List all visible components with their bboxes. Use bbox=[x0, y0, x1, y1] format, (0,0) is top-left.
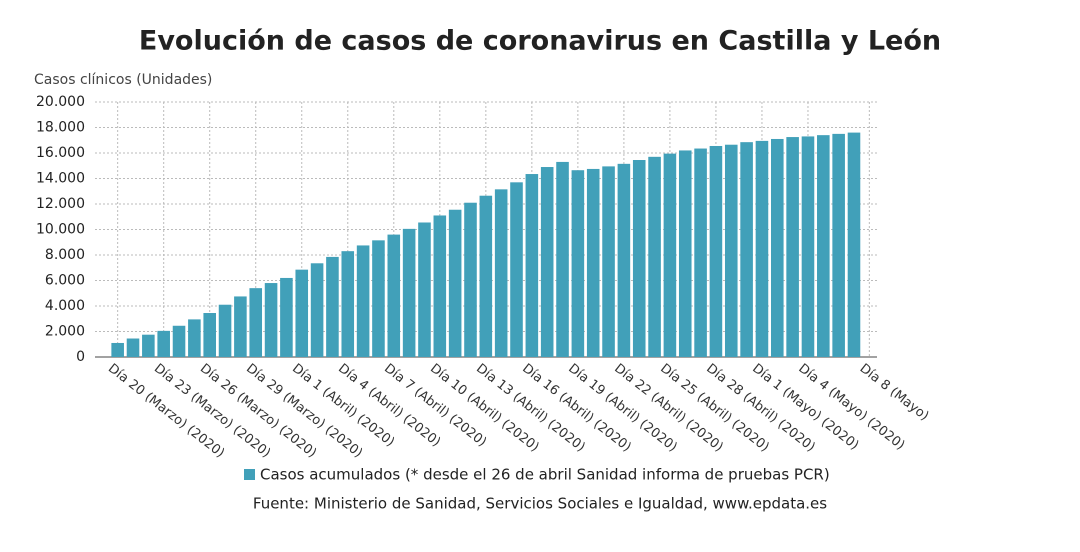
bar bbox=[771, 138, 784, 357]
bar bbox=[126, 338, 140, 357]
bar bbox=[372, 240, 385, 357]
bar bbox=[188, 319, 201, 357]
bar bbox=[234, 296, 247, 357]
bar bbox=[280, 277, 293, 357]
chart-title: Evolución de casos de coronavirus en Cas… bbox=[139, 26, 941, 57]
bar bbox=[832, 133, 845, 357]
bar bbox=[694, 148, 707, 357]
bar bbox=[310, 263, 324, 357]
legend-label: Casos acumulados (* desde el 26 de abril… bbox=[260, 466, 830, 484]
bar bbox=[801, 136, 815, 357]
bar bbox=[264, 283, 278, 357]
y-tick-label: 0 bbox=[76, 349, 85, 365]
bar bbox=[479, 195, 493, 357]
bar bbox=[326, 256, 339, 357]
y-tick-label: 2.000 bbox=[45, 324, 85, 340]
bar bbox=[142, 334, 155, 357]
bar bbox=[203, 313, 216, 357]
bar bbox=[418, 222, 431, 357]
bar bbox=[724, 144, 738, 357]
bar bbox=[847, 132, 861, 357]
bar bbox=[740, 142, 753, 357]
bar bbox=[295, 269, 309, 357]
bar bbox=[525, 174, 539, 357]
source: Fuente: Ministerio de Sanidad, Servicios… bbox=[253, 495, 827, 513]
bar bbox=[387, 234, 401, 357]
y-tick-label: 6.000 bbox=[45, 273, 85, 289]
bar bbox=[157, 330, 170, 357]
bar bbox=[709, 145, 723, 357]
bar bbox=[817, 135, 830, 357]
y-tick-label: 4.000 bbox=[45, 298, 85, 314]
bar bbox=[111, 342, 124, 357]
bar bbox=[648, 156, 661, 357]
bar bbox=[663, 153, 677, 357]
bar bbox=[632, 160, 646, 357]
y-tick-label: 8.000 bbox=[45, 247, 85, 263]
bar bbox=[402, 228, 416, 357]
y-tick-label: 14.000 bbox=[36, 171, 85, 187]
bar bbox=[617, 163, 631, 357]
bar bbox=[356, 245, 370, 357]
bar bbox=[786, 137, 799, 357]
bar bbox=[494, 189, 508, 357]
bar bbox=[755, 140, 769, 357]
bar bbox=[249, 288, 263, 357]
bar bbox=[218, 304, 232, 357]
bar bbox=[464, 202, 477, 357]
y-axis-label: Casos clínicos (Unidades) bbox=[34, 72, 212, 88]
bar bbox=[448, 209, 462, 357]
legend-swatch bbox=[244, 469, 255, 480]
bar bbox=[172, 325, 186, 357]
y-tick-label: 12.000 bbox=[36, 196, 85, 212]
bar bbox=[341, 251, 355, 357]
bar bbox=[586, 168, 600, 357]
bar bbox=[678, 150, 692, 357]
y-tick-label: 10.000 bbox=[36, 222, 85, 238]
y-tick-label: 20.000 bbox=[36, 94, 85, 110]
bar bbox=[433, 215, 447, 357]
bar bbox=[602, 166, 615, 357]
bar bbox=[510, 182, 523, 357]
y-tick-label: 18.000 bbox=[36, 120, 85, 136]
y-tick-label: 16.000 bbox=[36, 145, 85, 161]
bar bbox=[540, 167, 554, 357]
bar bbox=[556, 161, 569, 357]
bar bbox=[571, 170, 585, 357]
